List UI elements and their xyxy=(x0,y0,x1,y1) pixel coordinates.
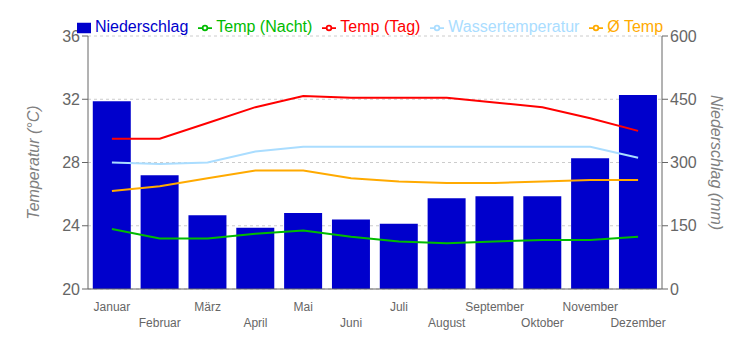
svg-text:Temperatur (°C): Temperatur (°C) xyxy=(25,105,42,219)
svg-text:0: 0 xyxy=(670,281,679,298)
svg-text:Niederschlag (mm): Niederschlag (mm) xyxy=(708,95,725,230)
svg-text:Juli: Juli xyxy=(390,300,408,314)
svg-text:Februar: Februar xyxy=(139,316,181,330)
svg-text:März: März xyxy=(194,300,221,314)
svg-text:Dezember: Dezember xyxy=(610,316,665,330)
svg-text:Mai: Mai xyxy=(294,300,313,314)
svg-text:November: November xyxy=(563,300,618,314)
svg-text:Oktober: Oktober xyxy=(521,316,564,330)
svg-text:150: 150 xyxy=(670,217,697,234)
svg-text:September: September xyxy=(465,300,524,314)
svg-text:24: 24 xyxy=(62,217,80,234)
svg-text:20: 20 xyxy=(62,281,80,298)
html-text:Wassertemperatur: Wassertemperatur xyxy=(448,18,580,35)
html-text:Niederschlag: Niederschlag xyxy=(94,18,189,35)
html-text:Ø Temp: Ø Temp xyxy=(607,18,664,35)
svg-text:36: 36 xyxy=(62,28,80,45)
svg-text:Januar: Januar xyxy=(94,300,131,314)
svg-text:Juni: Juni xyxy=(340,316,362,330)
svg-text:600: 600 xyxy=(670,28,697,45)
html-text:Temp (Nacht): Temp (Nacht) xyxy=(216,18,313,35)
svg-text:April: April xyxy=(243,316,267,330)
svg-text:32: 32 xyxy=(62,91,80,108)
html-text:Temp (Tag): Temp (Tag) xyxy=(340,18,421,35)
svg-text:28: 28 xyxy=(62,154,80,171)
svg-text:August: August xyxy=(428,316,466,330)
svg-text:450: 450 xyxy=(670,91,697,108)
svg-text:300: 300 xyxy=(670,154,697,171)
